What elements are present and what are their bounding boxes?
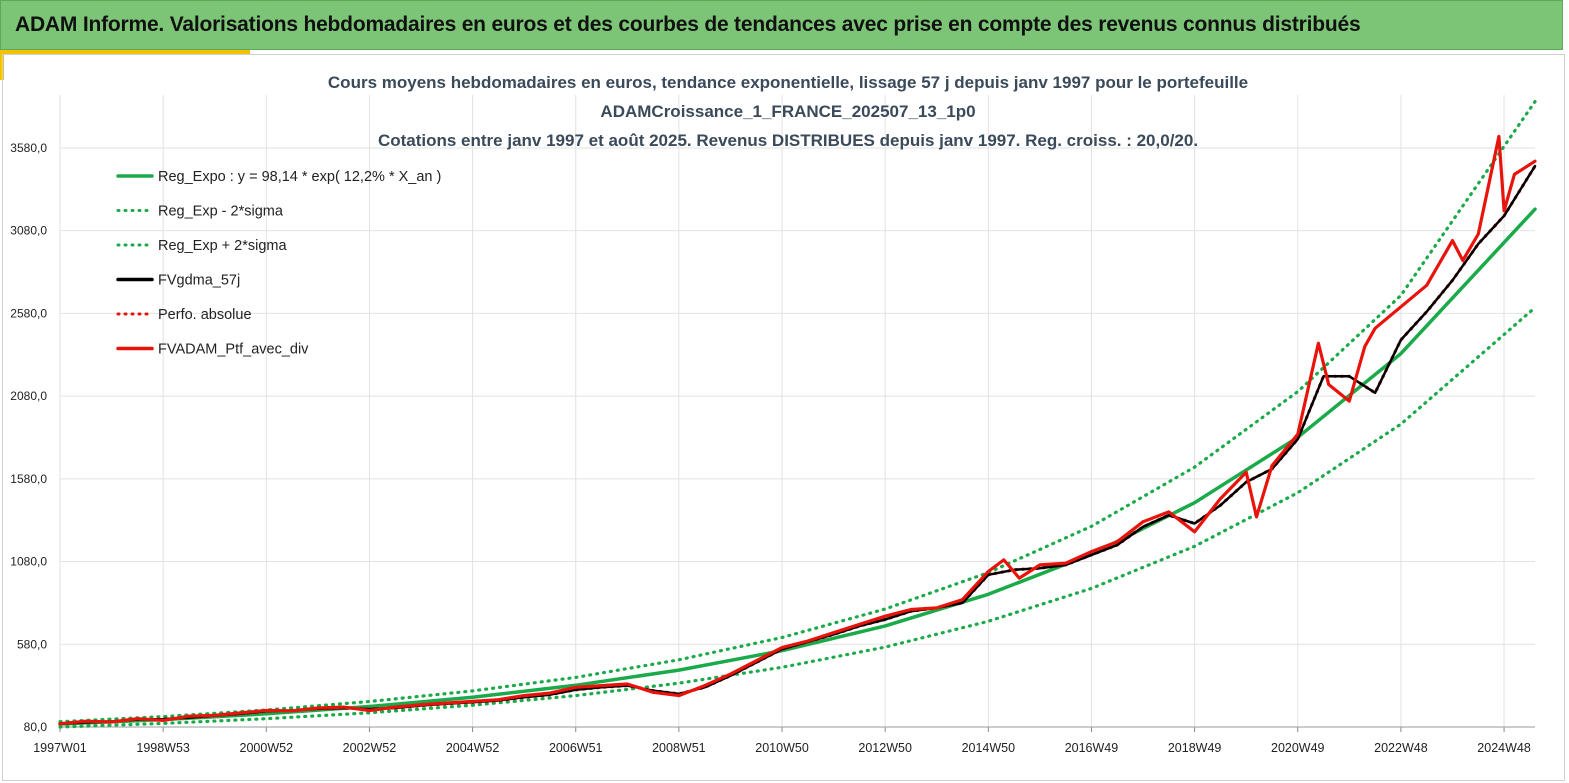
series-line-1 xyxy=(58,207,1537,726)
x-tick-label: 2012W50 xyxy=(858,741,912,755)
x-tick-label: 2004W52 xyxy=(446,741,500,755)
legend-label: Reg_Expo : y = 98,14 * exp( 12,2% * X_an… xyxy=(158,169,441,185)
y-tick-label: 1080,0 xyxy=(10,555,47,569)
y-tick-label: 1580,0 xyxy=(10,472,47,486)
y-axis-ticks: 80,0 580,0 1080,0 1580,0 2080,0 2580,0 3080,0 3… xyxy=(10,141,47,734)
x-tick-label: 2020W49 xyxy=(1271,741,1325,755)
accent-bar-top xyxy=(4,50,250,54)
chart-title: Cours moyens hebdomadaires en euros, ten… xyxy=(328,73,1248,150)
y-tick-label: 80,0 xyxy=(24,720,48,734)
x-tick-label: 2024W48 xyxy=(1477,741,1531,755)
x-tick-label: 2022W48 xyxy=(1374,741,1428,755)
x-tick-label: 1997W01 xyxy=(33,741,87,755)
y-tick-label: 2080,0 xyxy=(10,389,47,403)
legend-label: Perfo. absolue xyxy=(158,307,252,323)
y-tick-label: 3580,0 xyxy=(10,141,47,155)
x-tick-label: 2000W52 xyxy=(240,741,294,755)
legend-label: FVgdma_57j xyxy=(158,273,240,289)
chart-frame xyxy=(2,54,1565,781)
chart-title-line-1: Cours moyens hebdomadaires en euros, ten… xyxy=(328,73,1248,92)
gridlines xyxy=(59,95,1535,732)
series-line-2 xyxy=(58,306,1537,729)
banner-title: ADAM Informe. Valorisations hebdomadaire… xyxy=(15,13,1361,36)
chart-title-line-3: Cotations entre janv 1997 et août 2025. … xyxy=(378,131,1198,150)
chart-title-line-2: ADAMCroissance_1_FRANCE_202507_13_1p0 xyxy=(600,102,975,121)
y-tick-label: 580,0 xyxy=(17,637,47,651)
legend-label: Reg_Exp - 2*sigma xyxy=(158,204,284,220)
x-tick-label: 2016W49 xyxy=(1065,741,1119,755)
x-tick-label: 2014W50 xyxy=(962,741,1016,755)
x-tick-label: 1998W53 xyxy=(136,741,190,755)
x-axis-ticks: 1997W01 1998W53 2000W52 2002W52 2004W52 2006W… xyxy=(33,741,1531,755)
header-banner: ADAM Informe. Valorisations hebdomadaire… xyxy=(0,0,1563,50)
x-tick-label: 2008W51 xyxy=(652,741,706,755)
legend-label: FVADAM_Ptf_avec_div xyxy=(158,342,309,358)
series-layer xyxy=(58,99,1537,729)
series-line-6 xyxy=(58,134,1537,726)
series-line-3 xyxy=(58,99,1537,724)
x-tick-label: 2002W52 xyxy=(343,741,397,755)
x-tick-label: 2006W51 xyxy=(549,741,603,755)
x-tick-label: 2010W50 xyxy=(755,741,809,755)
y-tick-label: 2580,0 xyxy=(10,306,47,320)
y-tick-label: 3080,0 xyxy=(10,224,47,238)
x-tick-label: 2018W49 xyxy=(1168,741,1222,755)
legend: Reg_Expo : y = 98,14 * exp( 12,2% * X_an… xyxy=(116,169,441,358)
legend-label: Reg_Exp + 2*sigma xyxy=(158,238,287,254)
